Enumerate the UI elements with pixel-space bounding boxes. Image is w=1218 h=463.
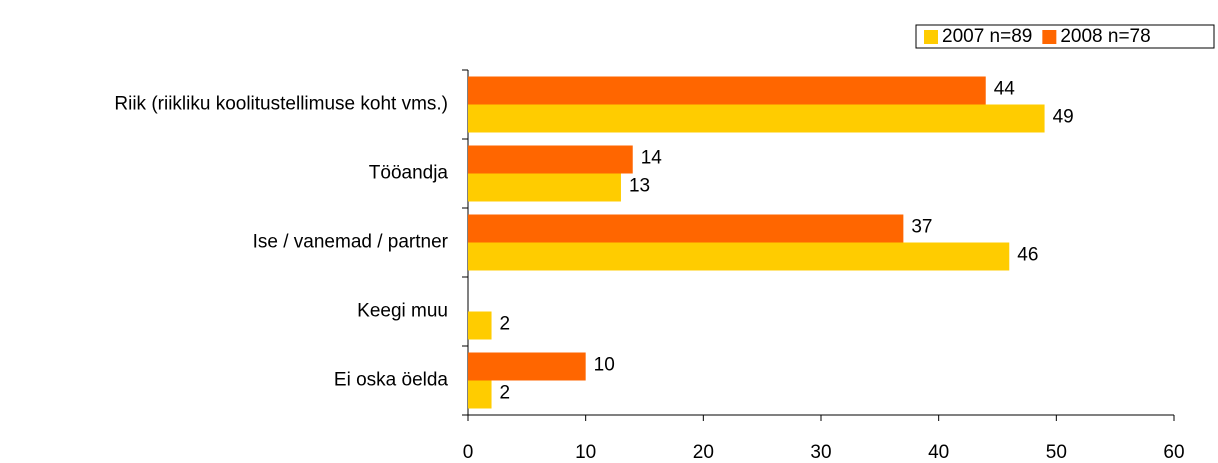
legend-swatch	[1042, 30, 1057, 44]
category-label: Keegi muu	[357, 301, 448, 322]
bar	[468, 242, 1010, 271]
bar	[468, 104, 1045, 133]
bar	[468, 173, 621, 202]
x-tick-label: 40	[928, 442, 949, 463]
x-tick-label: 0	[463, 442, 474, 463]
value-label: 46	[1017, 245, 1038, 266]
legend-swatch	[924, 30, 938, 44]
category-label: Ise / vanemad / partner	[253, 232, 449, 253]
bar	[468, 352, 586, 381]
legend-box	[915, 24, 1215, 49]
value-label: 49	[1053, 107, 1074, 128]
category-label: Riik (riikliku koolitustellimuse koht vm…	[114, 94, 448, 115]
x-tick-label: 50	[1046, 442, 1067, 463]
bar	[468, 311, 492, 340]
value-label: 44	[994, 79, 1016, 100]
bar	[468, 145, 633, 174]
bar	[468, 380, 492, 409]
bar	[468, 214, 904, 243]
legend-label: 2008 n=78	[1060, 26, 1150, 47]
value-label: 37	[911, 217, 932, 238]
x-tick-label: 10	[575, 442, 596, 463]
legend-label: 2007 n=89	[942, 26, 1032, 47]
value-label: 10	[594, 355, 615, 376]
x-tick-label: 20	[693, 442, 714, 463]
value-label: 2	[500, 314, 511, 335]
category-label: Tööandja	[369, 163, 449, 184]
x-tick-label: 60	[1163, 442, 1184, 463]
category-label: Ei oska öelda	[334, 370, 449, 391]
value-label: 14	[641, 148, 663, 169]
x-tick-label: 30	[810, 442, 831, 463]
bar	[468, 76, 986, 105]
value-label: 13	[629, 176, 650, 197]
value-label: 2	[500, 383, 511, 404]
